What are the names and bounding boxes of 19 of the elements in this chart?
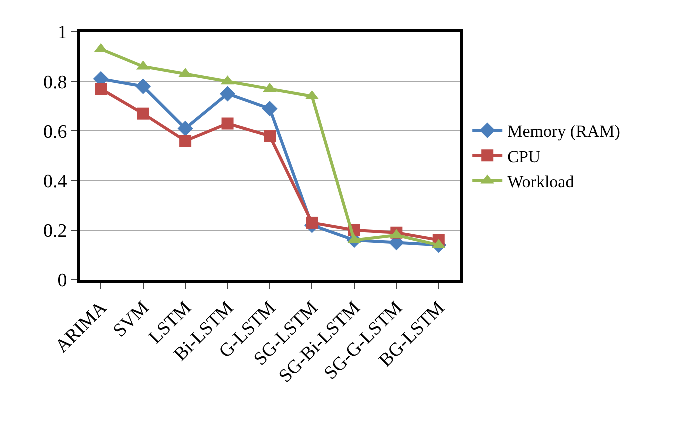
point <box>264 130 276 142</box>
y-tick-label: 0 <box>58 270 68 292</box>
legend-label: CPU <box>508 147 541 166</box>
y-tick-label: 0.6 <box>43 122 68 143</box>
y-tick-label: 1 <box>58 22 68 44</box>
point <box>220 86 236 102</box>
y-tick-label: 0.8 <box>43 72 68 94</box>
point <box>136 78 152 94</box>
point <box>222 118 234 130</box>
legend-label: Memory (RAM) <box>508 122 620 142</box>
point <box>178 120 194 137</box>
point <box>137 108 150 120</box>
point <box>180 135 192 148</box>
y-tick-label: 0.4 <box>43 171 68 192</box>
point <box>306 216 318 229</box>
point <box>262 101 278 117</box>
y-tick-label: 0.2 <box>43 221 68 242</box>
legend-label: Workload <box>508 172 575 192</box>
point <box>95 83 108 96</box>
